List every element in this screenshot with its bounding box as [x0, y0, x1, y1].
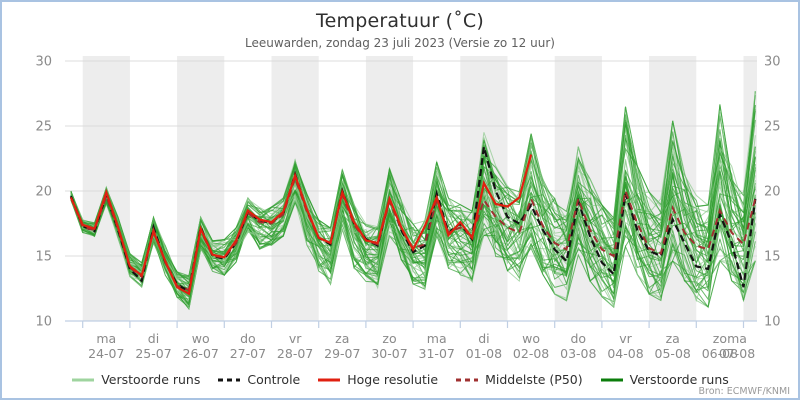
legend-swatch-line: [72, 378, 95, 381]
y-tick-label: 15: [35, 250, 52, 265]
x-tick-date-label: 06-08: [702, 346, 738, 361]
x-tick-date-label: 01-08: [466, 346, 502, 361]
legend-swatch-line: [218, 378, 241, 381]
x-tick-day-label: ma: [427, 331, 447, 346]
y-tick-label: 10: [764, 315, 781, 330]
x-tick-date-label: 29-07: [324, 346, 360, 361]
x-tick-day-label: do: [571, 331, 587, 346]
ensemble-run-line: [70, 104, 756, 284]
source-note: Bron: ECMWF/KNMI: [698, 386, 791, 397]
x-tick-day-label: wo: [522, 331, 540, 346]
legend-swatch-line: [456, 378, 479, 381]
x-tick-day-label: di: [148, 331, 159, 346]
ensemble-run-line: [70, 124, 756, 285]
y-tick-label: 30: [35, 55, 52, 70]
x-tick-date-label: 25-07: [135, 346, 171, 361]
x-tick-date-label: 28-07: [277, 346, 313, 361]
x-tick-date-label: 04-08: [607, 346, 643, 361]
x-tick-date-label: 07-08: [719, 346, 755, 361]
legend-label: Verstoorde runs: [629, 372, 729, 387]
y-tick-label: 25: [35, 120, 52, 135]
chart-subtitle: Leeuwarden, zondag 23 juli 2023 (Versie …: [245, 36, 555, 50]
x-tick-date-label: 26-07: [183, 346, 219, 361]
x-tick-date-label: 30-07: [371, 346, 407, 361]
x-tick-day-label: wo: [192, 331, 210, 346]
x-tick-day-label: zo: [382, 331, 396, 346]
legend-swatch-line: [600, 378, 623, 381]
day-stripe: [365, 56, 414, 321]
y-tick-label: 25: [764, 120, 781, 135]
legend-item-1: Controle: [217, 372, 300, 387]
legend-label: Hoge resolutie: [347, 372, 439, 387]
x-tick-day-label: vr: [619, 331, 632, 346]
x-tick-date-label: 24-07: [88, 346, 124, 361]
day-stripe: [271, 56, 319, 321]
y-tick-label: 15: [764, 250, 781, 265]
p50-line: [69, 174, 757, 292]
x-tick-date-label: 02-08: [513, 346, 549, 361]
x-tick-date-label: 27-07: [230, 346, 266, 361]
ensemble-run-line: [70, 115, 756, 278]
legend-item-3: Middelste (P50): [455, 372, 583, 387]
ensemble-run-line: [70, 121, 756, 291]
legend-item-0: Verstoorde runs: [71, 372, 200, 387]
page-title: Temperatuur (˚C): [316, 10, 484, 32]
y-tick-label: 20: [35, 185, 52, 200]
ensemble-run-line: [70, 105, 756, 290]
x-tick-day-label: za: [666, 331, 680, 346]
x-tick-date-label: 31-07: [419, 346, 455, 361]
x-tick-day-label: vr: [289, 331, 302, 346]
y-tick-label: 20: [764, 185, 781, 200]
ensemble-run-line: [70, 91, 756, 281]
legend-item-2: Hoge resolutie: [317, 372, 438, 387]
x-tick-day-label: ma: [727, 331, 747, 346]
x-tick-date-label: 05-08: [655, 346, 691, 361]
legend-item-4: Verstoorde runs: [600, 372, 729, 387]
x-tick-date-label: 03-08: [560, 346, 596, 361]
hires-line: [69, 154, 533, 296]
legend-label: Middelste (P50): [485, 372, 583, 387]
x-tick-day-label: di: [478, 331, 489, 346]
x-tick-day-label: zo: [713, 331, 727, 346]
x-tick-day-label: za: [335, 331, 349, 346]
control-line: [69, 146, 757, 293]
x-tick-day-label: ma: [96, 331, 116, 346]
y-tick-label: 30: [764, 55, 781, 70]
legend-swatch-line: [318, 378, 341, 381]
legend-label: Controle: [247, 372, 301, 387]
legend-label: Verstoorde runs: [101, 372, 201, 387]
y-tick-label: 10: [35, 315, 52, 330]
chart-legend: Verstoorde runs Controle Hoge resolutie Mid…: [2, 372, 798, 387]
x-tick-day-label: do: [240, 331, 256, 346]
